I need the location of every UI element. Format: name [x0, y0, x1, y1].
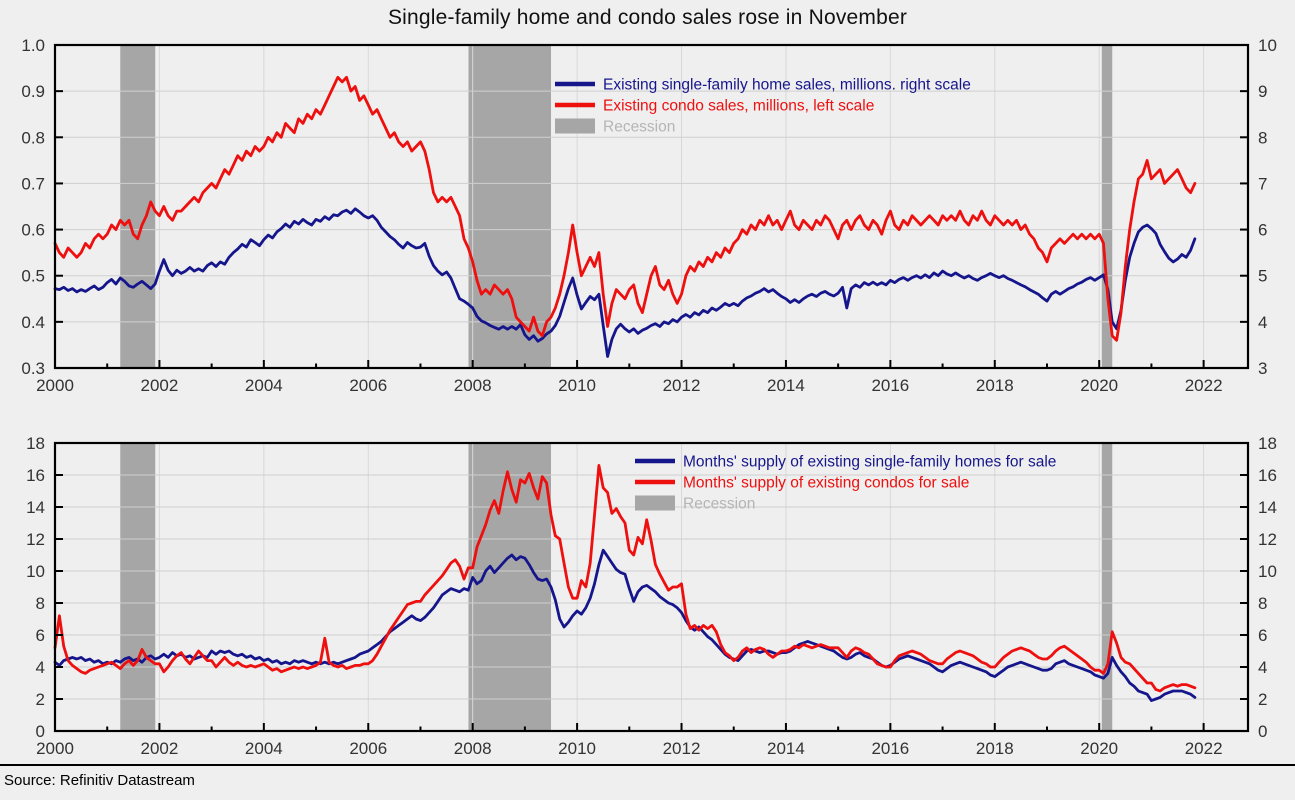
- y-tick-label-left: 0.9: [21, 82, 45, 101]
- x-tick-label: 2006: [349, 376, 387, 395]
- x-tick-label: 2008: [454, 739, 492, 758]
- x-tick-label: 2012: [663, 376, 701, 395]
- y-tick-label-right: 14: [1258, 498, 1277, 517]
- recession-band: [468, 443, 551, 731]
- y-tick-label-left: 0.3: [21, 359, 45, 378]
- series-red: [53, 75, 1197, 342]
- x-tick-label: 2022: [1185, 739, 1223, 758]
- legend-label: Months' supply of existing condos for sa…: [683, 475, 969, 492]
- y-tick-label-right: 7: [1258, 174, 1267, 193]
- x-tick-label: 2016: [871, 376, 909, 395]
- y-tick-label-right: 6: [1258, 626, 1267, 645]
- y-tick-label-left: 0: [36, 722, 45, 741]
- series-red: [53, 463, 1197, 693]
- y-tick-label-left: 8: [36, 594, 45, 613]
- y-tick-label-right: 10: [1258, 562, 1277, 581]
- y-tick-label-left: 10: [26, 562, 45, 581]
- recession-band: [1101, 45, 1113, 368]
- y-tick-label-left: 18: [26, 434, 45, 453]
- y-tick-label-right: 9: [1258, 82, 1267, 101]
- y-tick-label-left: 0.6: [21, 221, 45, 240]
- legend-swatch-rect: [635, 495, 675, 511]
- y-tick-label-right: 4: [1258, 313, 1267, 332]
- x-tick-label: 2010: [558, 739, 596, 758]
- y-tick-label-left: 0.4: [21, 313, 45, 332]
- x-tick-label: 2004: [245, 739, 283, 758]
- series-navy: [53, 548, 1197, 702]
- y-tick-label-right: 18: [1258, 434, 1277, 453]
- x-tick-label: 2006: [349, 739, 387, 758]
- chart-title: Single-family home and condo sales rose …: [387, 6, 908, 29]
- x-tick-label: 2012: [663, 739, 701, 758]
- legend-label: Existing single-family home sales, milli…: [603, 77, 971, 94]
- source-label: Source: Refinitiv Datastream: [4, 772, 195, 789]
- legend-label: Months' supply of existing single-family…: [683, 454, 1056, 471]
- x-tick-label: 2002: [141, 376, 179, 395]
- x-tick-label: 2004: [245, 376, 283, 395]
- y-tick-label-left: 4: [36, 658, 45, 677]
- legend: Existing single-family home sales, milli…: [555, 77, 971, 136]
- recession-band: [468, 45, 551, 368]
- y-tick-label-left: 14: [26, 498, 45, 517]
- x-tick-label: 2014: [767, 376, 805, 395]
- recession-band: [1101, 443, 1113, 731]
- x-tick-label: 2022: [1185, 376, 1223, 395]
- y-tick-label-left: 16: [26, 466, 45, 485]
- y-tick-label-right: 8: [1258, 128, 1267, 147]
- y-tick-label-right: 10: [1258, 36, 1277, 55]
- x-tick-label: 2008: [454, 376, 492, 395]
- legend-label: Existing condo sales, millions, left sca…: [603, 98, 874, 115]
- x-tick-label: 2018: [976, 739, 1014, 758]
- x-tick-label: 2010: [558, 376, 596, 395]
- y-tick-label-right: 2: [1258, 690, 1267, 709]
- recession-band: [120, 443, 156, 731]
- y-tick-label-right: 6: [1258, 221, 1267, 240]
- bottom-chart: 2000 2002 2004 2006 2008 2010 2012 2014 2016 2018…: [26, 434, 1277, 758]
- x-tick-label: 2018: [976, 376, 1014, 395]
- y-tick-label-right: 5: [1258, 267, 1267, 286]
- x-tick-label: 2020: [1080, 739, 1118, 758]
- y-tick-label-left: 0.7: [21, 174, 45, 193]
- x-tick-label: 2016: [871, 739, 909, 758]
- legend-swatch-rect: [555, 118, 595, 134]
- y-tick-label-left: 6: [36, 626, 45, 645]
- y-tick-label-right: 0: [1258, 722, 1267, 741]
- legend-label: Recession: [603, 119, 675, 136]
- y-tick-label-right: 12: [1258, 530, 1277, 549]
- y-tick-label-left: 0.8: [21, 128, 45, 147]
- plot-frame: [53, 43, 1250, 370]
- x-tick-label: 2020: [1080, 376, 1118, 395]
- x-tick-label: 2000: [36, 739, 74, 758]
- y-tick-label-right: 16: [1258, 466, 1277, 485]
- y-tick-label-left: 0.5: [21, 267, 45, 286]
- y-tick-label-right: 3: [1258, 359, 1267, 378]
- top-chart: 2000 2002 2004 2006 2008 2010 2012 2014 2016 2018…: [21, 36, 1277, 395]
- y-tick-label-left: 12: [26, 530, 45, 549]
- footer-divider: [0, 764, 1295, 766]
- y-tick-label-left: 2: [36, 690, 45, 709]
- x-tick-label: 2000: [36, 376, 74, 395]
- y-tick-label-right: 4: [1258, 658, 1267, 677]
- plot-frame: [53, 441, 1250, 733]
- legend-label: Recession: [683, 496, 755, 513]
- x-tick-label: 2002: [141, 739, 179, 758]
- y-tick-label-right: 8: [1258, 594, 1267, 613]
- legend: Months' supply of existing single-family…: [635, 454, 1056, 513]
- x-tick-label: 2014: [767, 739, 805, 758]
- y-tick-label-left: 1.0: [21, 36, 45, 55]
- series-navy: [53, 207, 1197, 358]
